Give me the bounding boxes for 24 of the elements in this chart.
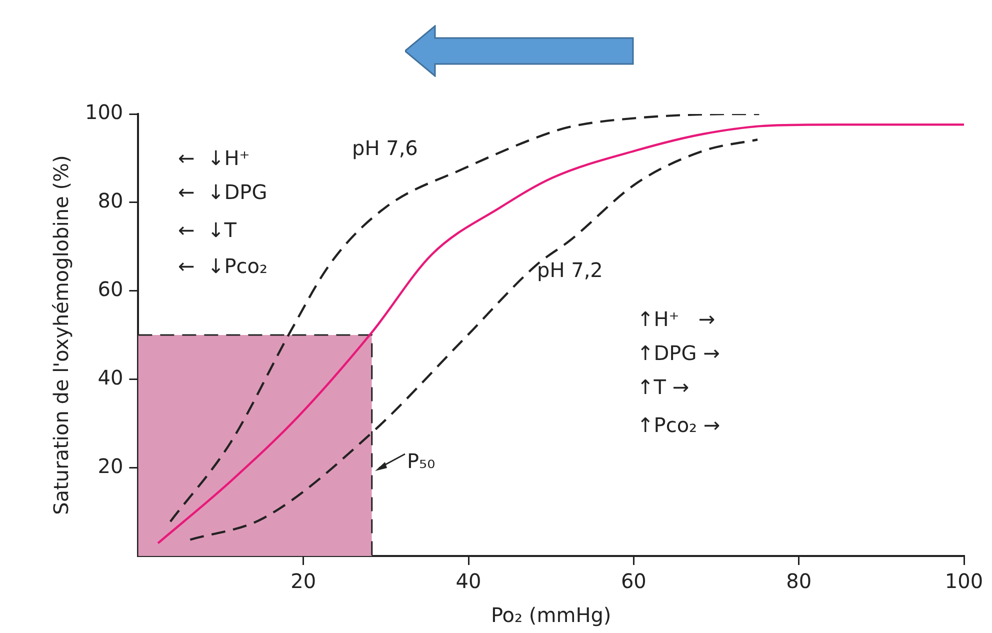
y-axis-title: Saturation de l'oxyhémoglobine (%) [49,155,74,515]
y-tick-label: 100 [84,100,124,124]
annotation: ↑DPG → [637,341,720,366]
y-tick-label: 60 [98,277,124,302]
y-tick-label: 20 [98,454,124,478]
annotation: pH 7,2 [537,258,603,282]
y-tick-label: 40 [98,365,124,390]
annotation: ← ↓T [178,218,238,242]
annotation: ← ↓DPG [178,180,268,204]
annotation: ↑Pco₂ → [637,413,720,438]
annotation: pH 7,6 [352,136,418,160]
annotation: ← ↓H⁺ [178,146,250,170]
x-axis-title: Po₂ (mmHg) [490,603,612,628]
annotation: ← ↓Pco₂ [178,254,268,278]
annotation: P₅₀ [407,449,436,474]
annotation: ↑T → [637,375,690,400]
x-tick-label: 80 [786,569,812,594]
x-tick-label: 60 [620,569,646,594]
annotation: ↑H⁺ → [637,307,716,332]
y-tick-label: 80 [98,188,124,213]
x-tick-label: 100 [944,569,984,594]
line-series [156,124,964,544]
x-tick-label: 20 [290,569,316,594]
x-tick-label: 40 [456,569,482,594]
